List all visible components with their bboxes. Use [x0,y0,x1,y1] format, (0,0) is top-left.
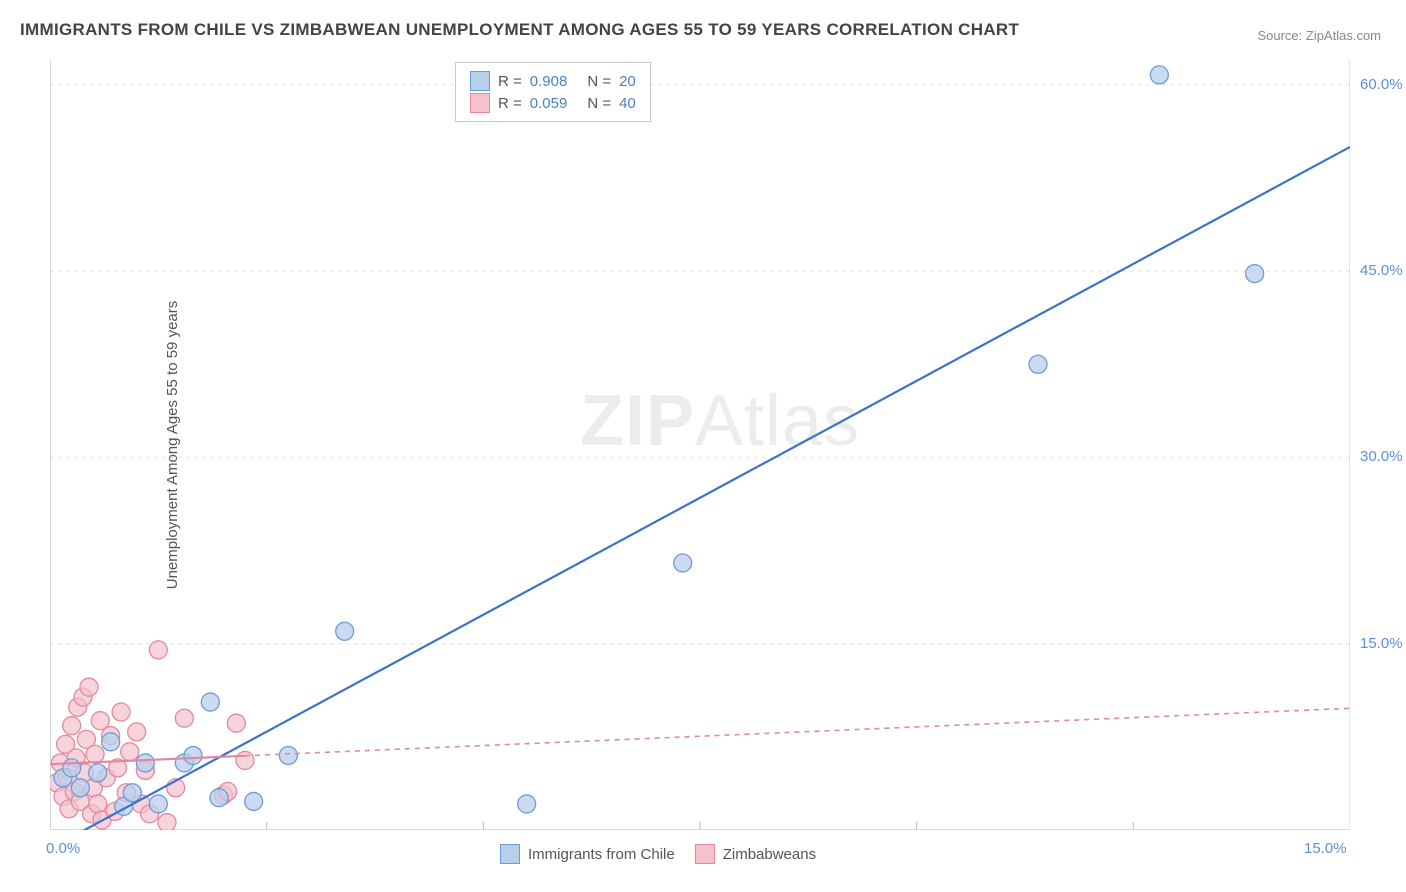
legend-swatch [470,93,490,113]
stat-n-value: 20 [619,73,636,90]
y-tick-label: 60.0% [1360,76,1403,93]
chart-title: IMMIGRANTS FROM CHILE VS ZIMBABWEAN UNEM… [20,20,1019,40]
stat-r-value: 0.908 [530,73,568,90]
legend-swatch [500,844,520,864]
stat-n-label: N = [587,73,611,90]
correlation-stats-box: R = 0.908 N = 20 R = 0.059 N = 40 [455,62,651,122]
legend-swatch [695,844,715,864]
y-tick-label: 30.0% [1360,448,1403,465]
bottom-legend: Immigrants from Chile Zimbabweans [500,844,816,864]
x-tick-label: 0.0% [46,840,80,857]
chart-area: Unemployment Among Ages 55 to 59 years [50,60,1350,830]
stat-r-label: R = [498,73,522,90]
stat-row: R = 0.059 N = 40 [470,93,636,113]
y-tick-label: 45.0% [1360,262,1403,279]
legend-item: Immigrants from Chile [500,844,675,864]
x-tick-label: 15.0% [1304,840,1347,857]
scatter-plot [50,60,1350,830]
y-tick-label: 15.0% [1360,635,1403,652]
legend-label: Immigrants from Chile [528,846,675,863]
stat-n-value: 40 [619,95,636,112]
stat-n-label: N = [587,95,611,112]
source-attribution: Source: ZipAtlas.com [1257,28,1381,43]
stat-row: R = 0.908 N = 20 [470,71,636,91]
stat-r-value: 0.059 [530,95,568,112]
legend-label: Zimbabweans [723,846,816,863]
legend-swatch [470,71,490,91]
legend-item: Zimbabweans [695,844,816,864]
stat-r-label: R = [498,95,522,112]
